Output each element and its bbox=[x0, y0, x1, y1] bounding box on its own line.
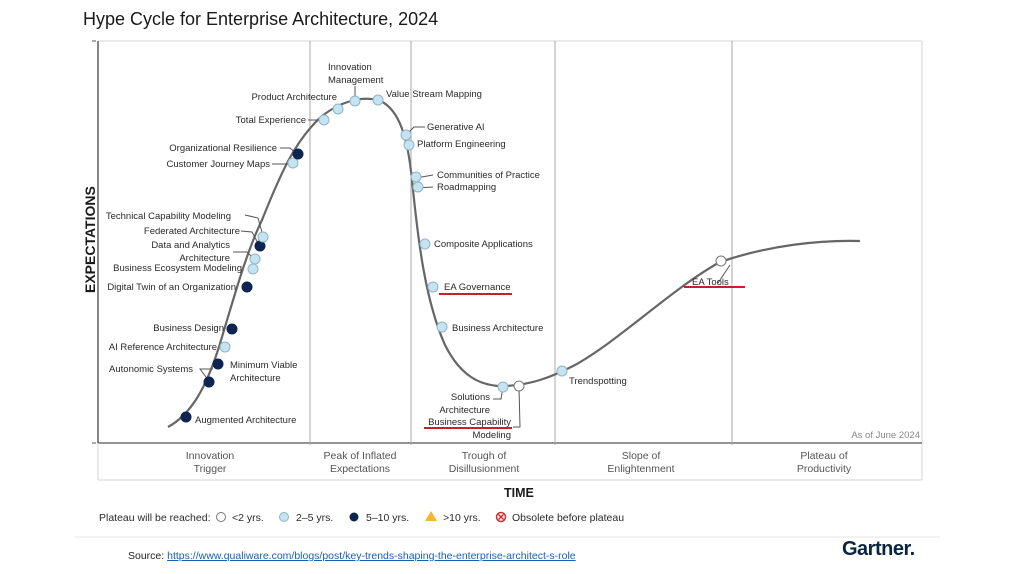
technology-marker bbox=[241, 281, 253, 293]
tech-label: Solutions bbox=[451, 392, 490, 403]
tech-label: Digital Twin of an Organization bbox=[107, 282, 236, 293]
legend-title: Plateau will be reached: bbox=[99, 512, 211, 524]
phase-label: Innovation bbox=[186, 450, 235, 462]
technology-markers bbox=[180, 94, 727, 423]
tech-label: Technical Capability Modeling bbox=[106, 211, 231, 222]
phase-label: Expectations bbox=[330, 463, 390, 475]
technology-marker bbox=[412, 181, 424, 193]
tech-label: Business Design bbox=[153, 323, 224, 334]
tech-label: EA Governance bbox=[444, 282, 511, 293]
legend-label: 5–10 yrs. bbox=[366, 512, 409, 524]
source-label: Source: bbox=[128, 550, 168, 562]
tech-label: Customer Journey Maps bbox=[167, 159, 271, 170]
gartner-logo: Gartner. bbox=[842, 538, 915, 560]
tech-label: Federated Architecture bbox=[144, 226, 240, 237]
technology-marker bbox=[292, 148, 304, 160]
phase-label: Trough of bbox=[462, 450, 507, 462]
technology-marker bbox=[410, 171, 422, 183]
tech-label: Product Architecture bbox=[251, 92, 337, 103]
technology-marker bbox=[257, 231, 269, 243]
tech-label: Business Ecosystem Modeling bbox=[113, 263, 242, 274]
hype-curve bbox=[167, 97, 861, 428]
source-citation: Source: https://www.qualiware.com/blogs/… bbox=[128, 550, 576, 562]
tech-label: Architecture bbox=[179, 253, 230, 264]
tech-label: Composite Applications bbox=[434, 239, 533, 250]
tech-label: Management bbox=[328, 75, 384, 86]
technology-marker bbox=[715, 255, 727, 267]
tech-label: Trendspotting bbox=[569, 376, 627, 387]
y-axis-label: EXPECTATIONS bbox=[82, 186, 98, 293]
technology-marker bbox=[349, 95, 361, 107]
highlight-underlines bbox=[424, 286, 745, 429]
phase-label: Slope of bbox=[622, 450, 661, 462]
technology-marker bbox=[318, 114, 330, 126]
legend-marker-lt2 bbox=[216, 512, 226, 522]
phase-dividers bbox=[309, 41, 733, 445]
tech-label: Augmented Architecture bbox=[195, 415, 296, 426]
technology-marker bbox=[403, 139, 415, 151]
tech-label: Autonomic Systems bbox=[109, 364, 193, 375]
technology-marker bbox=[203, 376, 215, 388]
phase-labels: Innovation Trigger Peak of Inflated Expe… bbox=[186, 450, 852, 475]
tech-label: Value Stream Mapping bbox=[386, 89, 482, 100]
tech-label: Roadmapping bbox=[437, 182, 496, 193]
phase-label: Productivity bbox=[797, 463, 852, 475]
technology-marker bbox=[180, 411, 192, 423]
tech-label: EA Tools bbox=[692, 277, 729, 288]
legend-label: Obsolete before plateau bbox=[512, 512, 624, 524]
chart-title: Hype Cycle for Enterprise Architecture, … bbox=[83, 9, 438, 29]
tech-label: Organizational Resilience bbox=[169, 143, 277, 154]
technology-marker bbox=[419, 238, 431, 250]
tech-label: Total Experience bbox=[236, 115, 306, 126]
legend-marker-5to10 bbox=[349, 512, 359, 522]
phase-label: Plateau of bbox=[800, 450, 847, 462]
technology-marker bbox=[226, 323, 238, 335]
technology-marker bbox=[513, 380, 525, 392]
phase-label: Peak of Inflated bbox=[324, 450, 397, 462]
tech-label: Communities of Practice bbox=[437, 170, 540, 181]
tech-label: Minimum Viable bbox=[230, 360, 297, 371]
technology-marker bbox=[247, 263, 259, 275]
tech-label: AI Reference Architecture bbox=[109, 342, 217, 353]
legend-label: <2 yrs. bbox=[232, 512, 264, 524]
technology-marker bbox=[219, 341, 231, 353]
tech-label: Generative AI bbox=[427, 122, 485, 133]
technology-marker bbox=[497, 381, 509, 393]
technology-marker bbox=[212, 358, 224, 370]
x-axis-label: TIME bbox=[504, 486, 534, 500]
tech-label: Data and Analytics bbox=[151, 240, 230, 251]
technology-marker bbox=[556, 365, 568, 377]
as-of-date: As of June 2024 bbox=[851, 430, 920, 441]
tech-label: Architecture bbox=[230, 373, 281, 384]
legend-marker-obsolete bbox=[495, 511, 507, 523]
phase-label: Disillusionment bbox=[449, 463, 520, 475]
tech-label: Business Architecture bbox=[452, 323, 543, 334]
phase-label: Enlightenment bbox=[607, 463, 674, 475]
tech-label: Platform Engineering bbox=[417, 139, 506, 150]
legend-label: >10 yrs. bbox=[443, 512, 481, 524]
technology-labels: Augmented Architecture Autonomic Systems… bbox=[106, 62, 729, 441]
technology-marker bbox=[436, 321, 448, 333]
source-link[interactable]: https://www.qualiware.com/blogs/post/key… bbox=[167, 550, 576, 562]
tech-label: Architecture bbox=[439, 405, 490, 416]
plot-frame bbox=[92, 40, 923, 481]
legend: Plateau will be reached: <2 yrs. 2–5 yrs… bbox=[99, 511, 624, 524]
tech-label: Modeling bbox=[472, 430, 511, 441]
legend-label: 2–5 yrs. bbox=[296, 512, 333, 524]
phase-label: Trigger bbox=[194, 463, 227, 475]
technology-marker bbox=[400, 129, 412, 141]
tech-label: Innovation bbox=[328, 62, 372, 73]
technology-marker bbox=[332, 103, 344, 115]
technology-marker bbox=[427, 281, 439, 293]
technology-marker bbox=[254, 240, 266, 252]
legend-marker-2to5 bbox=[279, 512, 289, 522]
technology-marker bbox=[287, 157, 299, 169]
tech-label: Business Capability bbox=[428, 417, 511, 428]
technology-marker bbox=[372, 94, 384, 106]
technology-marker bbox=[249, 253, 261, 265]
legend-marker-gt10 bbox=[425, 511, 437, 521]
